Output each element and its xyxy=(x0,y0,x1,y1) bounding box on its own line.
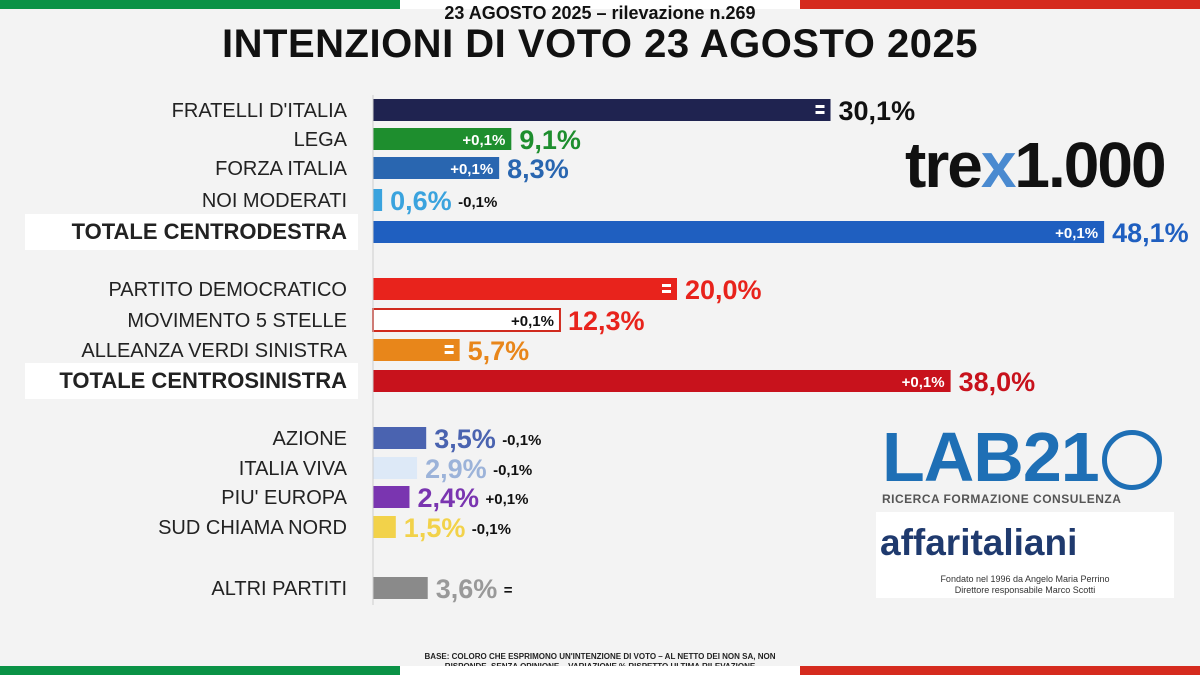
affaritaliani-editor-line: Direttore responsabile Marco Scotti xyxy=(954,585,1096,595)
value-label-azione: 3,5% xyxy=(434,424,496,454)
change-label-forza-italia: +0,1% xyxy=(450,161,493,178)
change-label-azione: -0,1% xyxy=(502,432,541,449)
category-label-movimento-5-stelle: MOVIMENTO 5 STELLE xyxy=(127,310,347,332)
bar-fratelli-d-italia xyxy=(373,99,831,121)
change-label-lega: +0,1% xyxy=(462,132,505,149)
bar-totale-centrodestra xyxy=(373,221,1105,243)
affaritaliani-logo: affaritaliani Fondato nel 1996 da Angelo… xyxy=(876,512,1174,598)
value-label-noi-moderati: 0,6% xyxy=(390,186,452,216)
bar-altri-partiti xyxy=(373,577,428,599)
change-label-piu-europa: +0,1% xyxy=(485,491,528,508)
change-label-altri-partiti: = xyxy=(504,582,513,599)
page-title: INTENZIONI DI VOTO 23 AGOSTO 2025 xyxy=(222,22,978,66)
category-label-sud-chiama-nord: SUD CHIAMA NORD xyxy=(158,517,347,539)
lab21-logo-tagline: RICERCA FORMAZIONE CONSULENZA xyxy=(882,492,1122,506)
bar-azione xyxy=(373,427,427,449)
change-marker-fratelli-d-italia-bottom xyxy=(815,111,825,114)
value-label-altri-partiti: 3,6% xyxy=(436,574,498,604)
value-label-forza-italia: 8,3% xyxy=(507,154,569,184)
value-label-sud-chiama-nord: 1,5% xyxy=(404,513,466,543)
flag-stripe-bottom xyxy=(0,666,1200,675)
change-label-totale-centrosinistra: +0,1% xyxy=(902,374,945,391)
affaritaliani-logo-name: affaritaliani xyxy=(880,522,1078,563)
value-label-alleanza-verdi-sinistra: 5,7% xyxy=(468,336,530,366)
category-label-partito-democratico: PARTITO DEMOCRATICO xyxy=(108,279,347,301)
trex-logo-x: x xyxy=(980,129,1017,201)
change-label-sud-chiama-nord: -0,1% xyxy=(472,521,511,538)
category-label-altri-partiti: ALTRI PARTITI xyxy=(211,578,347,600)
category-label-fratelli-d-italia: FRATELLI D'ITALIA xyxy=(172,100,348,122)
category-label-totale-centrosinistra: TOTALE CENTROSINISTRA xyxy=(59,368,347,393)
bar-noi-moderati xyxy=(373,189,383,211)
bar-lega xyxy=(373,128,512,150)
bar-totale-centrosinistra xyxy=(373,370,951,392)
value-label-partito-democratico: 20,0% xyxy=(685,275,762,305)
lab21-logo: LAB21 RICERCA FORMAZIONE CONSULENZA xyxy=(882,422,1172,506)
lab21-logo-name: LAB21 xyxy=(882,418,1100,496)
total-label-box-totale-centrodestra xyxy=(25,214,358,250)
value-label-fratelli-d-italia: 30,1% xyxy=(839,96,916,126)
total-label-box-totale-centrosinistra xyxy=(25,363,358,399)
value-label-italia-viva: 2,9% xyxy=(425,454,487,484)
change-marker-partito-democratico-top xyxy=(662,284,671,287)
value-label-totale-centrosinistra: 38,0% xyxy=(959,367,1036,397)
survey-subtitle: 23 AGOSTO 2025 – rilevazione n.269 xyxy=(444,3,756,23)
value-label-movimento-5-stelle: 12,3% xyxy=(568,306,645,336)
bar-partito-democratico xyxy=(373,278,677,300)
category-label-italia-viva: ITALIA VIVA xyxy=(239,458,348,480)
trex-logo-right: 1.000 xyxy=(1014,129,1166,201)
affaritaliani-founder-line: Fondato nel 1996 da Angelo Maria Perrino xyxy=(940,574,1110,584)
category-label-azione: AZIONE xyxy=(273,428,347,450)
bar-sud-chiama-nord xyxy=(373,516,396,538)
change-marker-partito-democratico-bottom xyxy=(662,290,671,293)
change-marker-alleanza-verdi-sinistra-bottom xyxy=(444,351,454,354)
value-label-totale-centrodestra: 48,1% xyxy=(1112,218,1189,248)
bar-forza-italia xyxy=(373,157,500,179)
change-marker-alleanza-verdi-sinistra-top xyxy=(444,345,454,348)
category-label-forza-italia: FORZA ITALIA xyxy=(215,158,348,180)
category-label-alleanza-verdi-sinistra: ALLEANZA VERDI SINISTRA xyxy=(81,340,347,362)
change-label-movimento-5-stelle: +0,1% xyxy=(511,313,554,330)
category-label-lega: LEGA xyxy=(294,129,348,151)
change-label-totale-centrodestra: +0,1% xyxy=(1055,225,1098,242)
footnote-line-1: BASE: COLORO CHE ESPRIMONO UN'INTENZIONE… xyxy=(424,652,776,661)
bar-alleanza-verdi-sinistra xyxy=(373,339,460,361)
category-label-noi-moderati: NOI MODERATI xyxy=(202,190,347,212)
bar-italia-viva xyxy=(373,457,418,479)
flag-stripe-top xyxy=(0,0,1200,9)
trex-logo: trex1.000 xyxy=(905,128,1167,202)
category-label-piu-europa: PIU' EUROPA xyxy=(221,487,347,509)
change-label-noi-moderati: -0,1% xyxy=(458,194,497,211)
category-label-totale-centrodestra: TOTALE CENTRODESTRA xyxy=(72,219,348,244)
trex-logo-left: tre xyxy=(905,129,983,201)
change-label-italia-viva: -0,1% xyxy=(493,462,532,479)
value-label-lega: 9,1% xyxy=(519,125,581,155)
value-label-piu-europa: 2,4% xyxy=(417,483,479,513)
change-marker-fratelli-d-italia-top xyxy=(815,105,825,108)
bar-piu-europa xyxy=(373,486,410,508)
lab21-chart-icon xyxy=(1102,430,1162,490)
